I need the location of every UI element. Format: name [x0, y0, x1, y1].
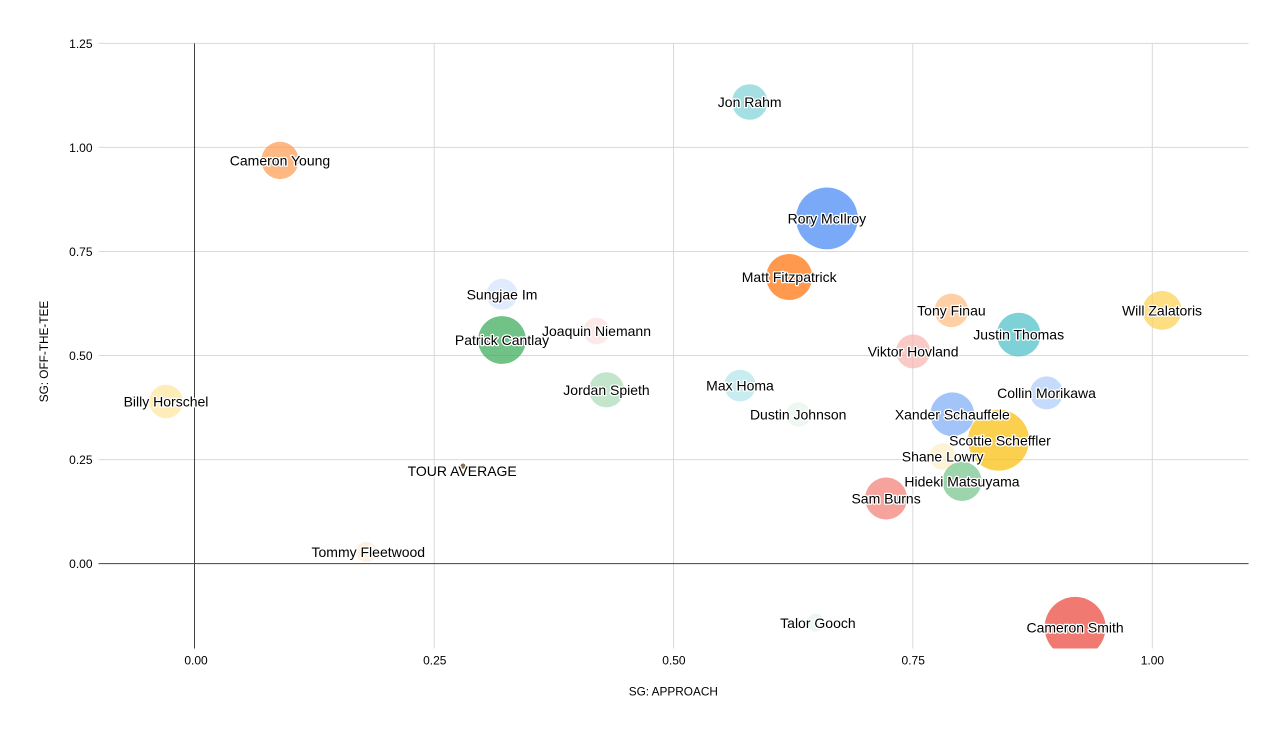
- svg-text:Talor Gooch: Talor Gooch: [780, 615, 855, 631]
- svg-text:0.50: 0.50: [662, 654, 686, 668]
- svg-text:Rory McIlroy: Rory McIlroy: [788, 211, 867, 227]
- svg-text:Jordan Spieth: Jordan Spieth: [563, 382, 649, 398]
- svg-text:0.75: 0.75: [902, 654, 926, 668]
- svg-text:Justin Thomas: Justin Thomas: [973, 327, 1064, 343]
- svg-text:SG: OFF-THE-TEE: SG: OFF-THE-TEE: [37, 301, 51, 403]
- svg-text:Tommy Fleetwood: Tommy Fleetwood: [312, 544, 426, 560]
- svg-text:0.00: 0.00: [184, 654, 208, 668]
- svg-text:Cameron Smith: Cameron Smith: [1026, 620, 1123, 636]
- svg-text:Sam Burns: Sam Burns: [851, 491, 920, 507]
- svg-text:Cameron Young: Cameron Young: [230, 153, 330, 169]
- svg-text:Xander Schauffele: Xander Schauffele: [895, 406, 1010, 422]
- svg-text:Max Homa: Max Homa: [706, 378, 774, 394]
- svg-text:Collin Morikawa: Collin Morikawa: [997, 385, 1096, 401]
- svg-text:Dustin Johnson: Dustin Johnson: [750, 407, 847, 423]
- svg-text:1.25: 1.25: [69, 37, 93, 51]
- svg-text:Jon Rahm: Jon Rahm: [718, 94, 782, 110]
- svg-text:0.25: 0.25: [69, 453, 93, 467]
- svg-text:0.00: 0.00: [69, 557, 93, 571]
- svg-text:Scottie Scheffler: Scottie Scheffler: [949, 432, 1051, 448]
- svg-text:Joaquin Niemann: Joaquin Niemann: [542, 323, 651, 339]
- svg-text:Patrick Cantlay: Patrick Cantlay: [455, 332, 549, 348]
- svg-text:SG: APPROACH: SG: APPROACH: [629, 685, 718, 699]
- svg-text:Hideki Matsuyama: Hideki Matsuyama: [904, 474, 1019, 490]
- svg-text:0.25: 0.25: [423, 654, 447, 668]
- svg-text:Viktor Hovland: Viktor Hovland: [868, 344, 959, 360]
- svg-text:0.50: 0.50: [69, 349, 93, 363]
- svg-text:Billy Horschel: Billy Horschel: [124, 394, 209, 410]
- svg-text:Tony Finau: Tony Finau: [917, 303, 985, 319]
- svg-text:Shane Lowry: Shane Lowry: [902, 449, 984, 465]
- svg-text:1.00: 1.00: [69, 141, 93, 155]
- svg-text:TOUR AVERAGE: TOUR AVERAGE: [408, 463, 517, 479]
- svg-text:0.75: 0.75: [69, 245, 93, 259]
- svg-text:1.00: 1.00: [1141, 654, 1165, 668]
- svg-text:Matt Fitzpatrick: Matt Fitzpatrick: [742, 269, 838, 285]
- svg-text:Sungjae Im: Sungjae Im: [467, 286, 538, 302]
- svg-text:Will Zalatoris: Will Zalatoris: [1122, 303, 1202, 319]
